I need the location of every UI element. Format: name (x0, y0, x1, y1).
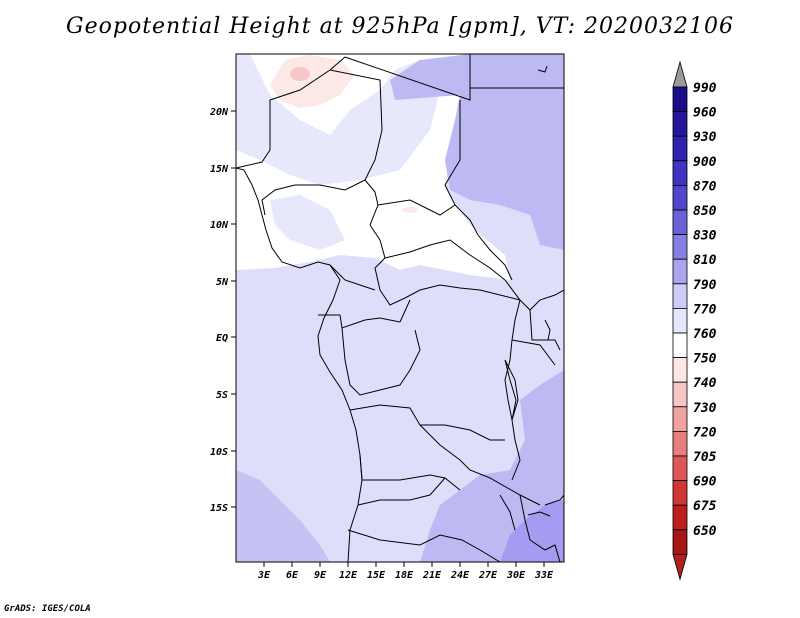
grads-credit: GrADS: IGES/COLA (4, 604, 91, 614)
lat-tick-label: EQ (216, 333, 228, 344)
lon-tick-label: 33E (534, 570, 554, 581)
lat-tick-label: 5N (216, 277, 229, 288)
lat-tick-label: 15N (210, 164, 229, 175)
colorbar-bottom-arrow (672, 554, 688, 581)
field-750-spot (402, 207, 418, 213)
colorbar-swatch (672, 258, 688, 285)
colorbar-swatch (672, 455, 688, 482)
colorbar-level-label: 870 (693, 179, 717, 194)
lat-axis (231, 110, 236, 508)
colorbar-level-label: 830 (693, 229, 717, 244)
colorbar-level-label: 760 (693, 327, 717, 342)
colorbar-swatch (672, 357, 688, 383)
map-frame (235, 53, 565, 563)
borders (236, 54, 564, 562)
lon-tick-label: 30E (506, 570, 526, 581)
field-810-southeast (420, 370, 564, 562)
lat-tick-label: 10N (210, 220, 229, 231)
colorbar-swatch (672, 111, 688, 137)
field-790-west-patch (270, 195, 345, 250)
colorbar-level-label: 850 (693, 204, 717, 219)
field-790-north-patch (236, 54, 440, 185)
field-810-south (236, 470, 330, 562)
colorbar-swatch (672, 381, 688, 408)
colorbar-swatch (672, 529, 688, 555)
colorbar-swatch (672, 135, 688, 162)
colorbar-swatch (672, 160, 688, 186)
chart-title: Geopotential Height at 925hPa [gpm], VT:… (66, 14, 734, 39)
colorbar-level-label: 990 (693, 81, 717, 96)
colorbar-level-label: 790 (693, 278, 717, 293)
colorbar-level-label: 650 (693, 524, 717, 539)
lat-tick-label: 10S (210, 447, 228, 458)
map-panel (236, 54, 564, 562)
colorbar-level-label: 810 (693, 253, 717, 268)
lat-tick-label: 5S (216, 390, 228, 401)
colorbar-level-label: 730 (693, 401, 717, 416)
lon-tick-label: 3E (257, 570, 271, 581)
colorbar-swatch (672, 430, 688, 457)
lon-tick-label: 9E (314, 570, 327, 581)
colorbar-level-label: 930 (693, 130, 717, 145)
field-740-core (290, 67, 310, 81)
lon-axis (263, 562, 545, 567)
colorbar-swatch (672, 86, 688, 113)
lon-tick-label: 27E (478, 570, 498, 581)
colorbar-level-label: 900 (693, 155, 717, 170)
lat-tick-label: 15S (210, 503, 228, 514)
colorbar-swatch (672, 209, 688, 236)
lon-tick-label: 24E (450, 570, 470, 581)
colorbar-swatch (672, 184, 688, 211)
lon-tick-label: 12E (339, 570, 358, 581)
colorbar-top-arrow (672, 60, 688, 88)
colorbar-level-label: 740 (693, 376, 717, 391)
colorbar-swatch (672, 480, 688, 506)
colorbar-swatch (672, 504, 688, 531)
colorbar-level-label: 770 (693, 302, 717, 317)
colorbar-level-label: 720 (693, 425, 717, 440)
colorbar-level-label: 705 (693, 450, 717, 465)
colorbar-swatch (672, 332, 688, 359)
colorbar-level-label: 750 (693, 352, 717, 367)
lon-tick-label: 6E (286, 570, 299, 581)
colorbar-swatch (672, 307, 688, 334)
colorbar-swatch (672, 283, 688, 309)
colorbar-level-label: 690 (693, 475, 717, 490)
colorbar-swatch (672, 406, 688, 432)
lon-tick-label: 18E (395, 570, 414, 581)
lon-tick-label: 21E (422, 570, 442, 581)
colorbar-swatch (672, 234, 688, 260)
lat-tick-label: 20N (209, 107, 229, 118)
colorbar: 990 960 930 900 870 850 830 810 790 770 760 750 740 7… (672, 60, 717, 581)
field-810-east (390, 54, 564, 250)
lon-tick-label: 15E (367, 570, 386, 581)
colorbar-level-label: 960 (693, 106, 717, 121)
colorbar-level-label: 675 (693, 499, 717, 514)
